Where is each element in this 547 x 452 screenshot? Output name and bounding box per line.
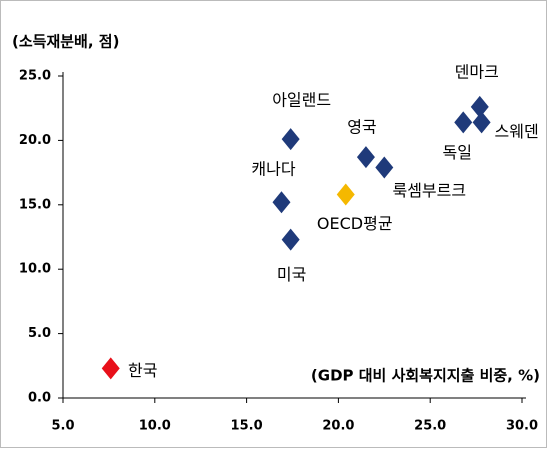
y-tick-label: 15.0 [19, 197, 51, 212]
x-tick-label: 20.0 [322, 419, 354, 434]
point [472, 111, 491, 134]
point [281, 128, 300, 151]
point [272, 191, 291, 214]
point [101, 357, 120, 380]
x-tick-label: 10.0 [139, 419, 171, 434]
x-axis-label: (GDP 대비 사회복지지출 비중, %) [311, 367, 540, 385]
point-label: OECD평균 [317, 214, 393, 233]
y-tick-label: 10.0 [19, 262, 51, 277]
point [454, 111, 473, 134]
point-label: 캐나다 [251, 160, 295, 179]
y-tick-label: 25.0 [19, 69, 51, 84]
point-label: 룩셈부르크 [392, 181, 466, 200]
point [470, 95, 489, 118]
x-tick-label: 25.0 [414, 419, 446, 434]
point-label: 덴마크 [455, 62, 499, 81]
point-label: 영국 [347, 118, 376, 137]
x-tick-label: 30.0 [506, 419, 538, 434]
point-label: 독일 [443, 143, 472, 162]
point-label: 스웨덴 [495, 122, 539, 141]
point-label: 한국 [128, 361, 157, 380]
point [336, 183, 355, 206]
y-tick-label: 20.0 [19, 133, 51, 148]
point [375, 156, 394, 179]
point-label: 미국 [277, 265, 306, 284]
x-tick-label: 15.0 [231, 419, 263, 434]
x-tick-label: 5.0 [51, 419, 74, 434]
y-axis-label: (소득재분배, 점) [12, 33, 119, 51]
y-tick-label: 0.0 [28, 391, 51, 406]
point-label: 아일랜드 [272, 91, 331, 110]
y-tick-label: 5.0 [28, 326, 51, 341]
point [356, 146, 375, 169]
point [281, 228, 300, 251]
